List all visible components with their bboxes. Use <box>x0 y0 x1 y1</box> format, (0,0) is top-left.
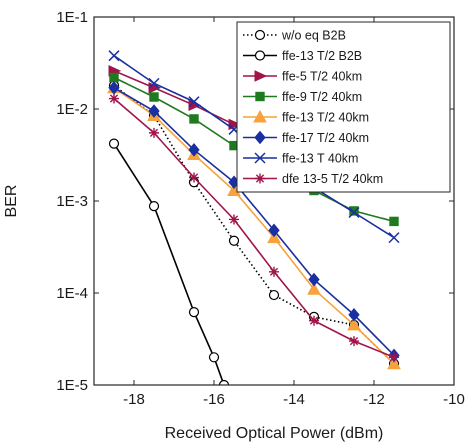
data-point <box>109 72 119 83</box>
data-point <box>189 114 199 124</box>
data-point <box>148 201 160 212</box>
x-tick-label: -10 <box>443 391 465 408</box>
data-point <box>108 50 120 62</box>
series-8 <box>109 93 399 363</box>
data-point <box>389 352 399 363</box>
data-point <box>229 214 239 225</box>
legend-entry: ffe-13 T 40km <box>243 152 358 166</box>
legend-label: w/o eq B2B <box>281 29 346 43</box>
legend-marker <box>254 70 268 82</box>
legend-label: ffe-13 T/2 B2B <box>282 49 362 63</box>
data-point <box>308 272 320 287</box>
legend-entry: ffe-13 T/2 B2B <box>243 49 362 63</box>
series-line <box>113 87 395 365</box>
y-tick-label: 1E-3 <box>56 193 88 210</box>
data-point <box>188 306 200 318</box>
data-point <box>148 104 160 118</box>
x-axis-title: Received Optical Power (dBm) <box>165 425 384 442</box>
data-point <box>148 77 160 89</box>
data-point <box>208 352 220 363</box>
data-point <box>307 282 321 295</box>
data-point <box>108 138 120 149</box>
data-point <box>388 232 400 244</box>
legend-entry: w/o eq B2B <box>243 29 346 43</box>
legend-marker <box>255 173 265 184</box>
data-point <box>268 289 280 301</box>
legend-entry: ffe-5 T/2 40km <box>243 70 362 84</box>
series-line <box>113 84 395 365</box>
legend-entry: ffe-17 T/2 40km <box>243 130 369 145</box>
data-point <box>268 223 280 238</box>
data-point <box>348 206 360 219</box>
data-point <box>347 317 361 331</box>
legend-box <box>236 21 451 193</box>
data-point <box>387 356 401 370</box>
legend-marker <box>254 130 266 145</box>
legend-marker <box>254 29 266 41</box>
ticks-layer: -18 -16 -14 -12 -10 1E-5 1E-4 1E-3 1E-2 1E-1 <box>56 9 465 408</box>
legend-label: ffe-5 T/2 40km <box>282 70 362 84</box>
y-tick-label: 1E-5 <box>56 377 88 394</box>
data-point <box>269 266 279 277</box>
legend-marker <box>255 91 265 102</box>
legend-label: ffe-9 T/2 40km <box>282 90 362 104</box>
data-point <box>267 230 281 244</box>
x-tick-label: -18 <box>123 391 145 408</box>
x-tick-label: -16 <box>203 391 225 408</box>
data-point <box>109 93 119 104</box>
data-point <box>218 379 230 385</box>
data-point <box>189 172 199 183</box>
data-point <box>188 96 200 108</box>
legend-label: dfe 13-5 T/2 40km <box>282 172 383 186</box>
legend-entry: ffe-9 T/2 40km <box>243 90 362 104</box>
series-line <box>113 143 225 385</box>
legend-label: ffe-17 T/2 40km <box>282 131 369 145</box>
data-point <box>349 206 359 216</box>
data-point <box>309 315 319 326</box>
legend-entry: ffe-13 T/2 40km <box>243 109 369 125</box>
data-point <box>348 307 360 322</box>
data-point <box>149 92 159 102</box>
legend-entry: dfe 13-5 T/2 40km <box>243 172 383 186</box>
legend-marker <box>253 109 267 123</box>
y-tick-label: 1E-2 <box>56 101 88 118</box>
legend-label: ffe-13 T 40km <box>282 152 358 166</box>
y-axis-title: BER <box>3 185 20 218</box>
data-point <box>188 143 200 157</box>
series-2 <box>108 138 230 385</box>
y-tick-label: 1E-1 <box>56 9 88 26</box>
legend-marker <box>254 152 266 164</box>
series-line <box>113 87 395 356</box>
data-point <box>228 235 240 246</box>
x-tick-label: -12 <box>363 391 385 408</box>
x-tick-label: -14 <box>283 391 305 408</box>
legend: w/o eq B2B ffe-13 T/2 B2B ffe-5 T/2 40km ff… <box>236 21 451 193</box>
y-tick-label: 1E-4 <box>56 285 88 302</box>
data-point <box>389 216 399 227</box>
legend-label: ffe-13 T/2 40km <box>282 111 369 125</box>
legend-marker <box>254 50 266 61</box>
data-point <box>149 127 159 138</box>
series-line <box>113 97 395 359</box>
data-point <box>349 336 359 347</box>
